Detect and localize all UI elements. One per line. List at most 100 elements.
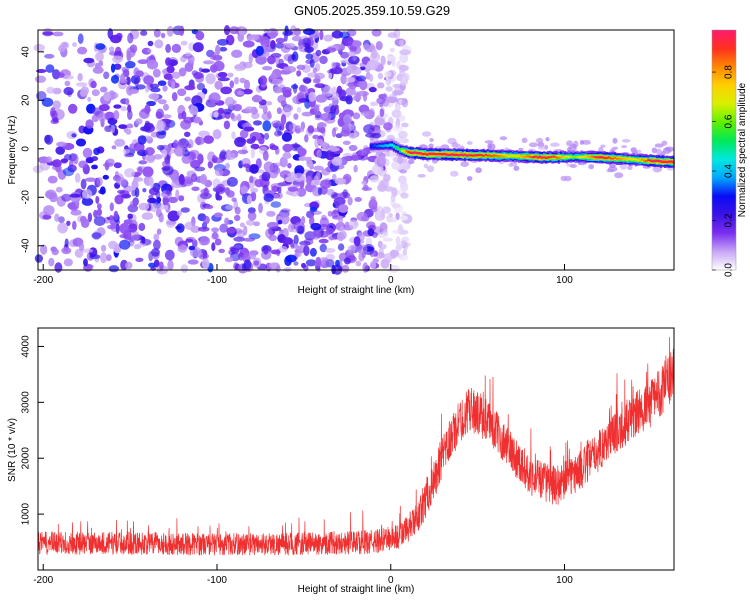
signal-track-cell [392, 145, 396, 148]
spectrogram-cell [79, 89, 88, 97]
spectrogram-cell [116, 177, 127, 186]
signal-track-cell [503, 155, 506, 158]
spectrogram-cell [582, 139, 591, 145]
signal-track-cell [449, 153, 452, 157]
signal-track-cell [576, 156, 579, 159]
signal-track-cell [492, 154, 496, 157]
spectrogram-cell [138, 160, 148, 165]
spectrogram-cell [528, 142, 539, 148]
signal-track-cell [394, 146, 398, 149]
signal-track-cell [440, 153, 444, 156]
spectrogram-cell [138, 202, 150, 211]
spectrogram-cell [296, 187, 307, 197]
spectrogram-cell [55, 146, 65, 155]
spectrogram-cell [103, 91, 111, 102]
signal-track-cell [390, 144, 394, 147]
signal-track-cell [428, 152, 431, 155]
signal-track-cell [453, 154, 456, 157]
spectrogram-cell [536, 137, 544, 144]
spectrogram-cell [214, 238, 222, 246]
signal-track-cell [584, 155, 587, 158]
spectrogram-cell [93, 147, 101, 156]
spectrogram-cell [107, 117, 118, 126]
signal-track-cell [465, 154, 469, 157]
spectrogram-cell [385, 78, 391, 86]
spectrogram-cell [163, 73, 174, 80]
spectrogram-cell [225, 187, 231, 196]
spectrogram-cell [100, 252, 108, 264]
spectrogram-cell [64, 238, 69, 248]
signal-track-cell [509, 154, 512, 157]
spectrogram-cell [166, 220, 177, 225]
signal-track-cell [568, 155, 571, 159]
spectrogram-cell [171, 174, 179, 183]
spectrogram-cell [309, 216, 315, 226]
spectrogram-cell [294, 165, 305, 176]
spectrogram-cell [62, 75, 74, 80]
spectrogram-cell [329, 145, 336, 152]
spectrogram-cell [91, 232, 102, 240]
spectrogram-cell [34, 254, 44, 263]
spectrogram-cell [382, 237, 393, 242]
signal-track-cell [372, 144, 375, 147]
spectrogram-cell [212, 129, 222, 140]
spectrogram-cell [347, 51, 357, 57]
spectrogram-cell [378, 155, 387, 165]
spectrogram-cell [146, 100, 157, 107]
spectrogram-cell [318, 238, 329, 244]
spectrogram-cell [199, 236, 210, 246]
signal-track-cell [534, 155, 537, 158]
spectrogram-cell [72, 220, 77, 230]
y-tick-label: 20 [21, 94, 32, 106]
signal-track-cell [384, 144, 387, 147]
spectrogram-cell [102, 174, 110, 180]
signal-track-cell [457, 154, 460, 157]
spectrogram-cell [275, 265, 281, 273]
spectrogram-cell [315, 171, 321, 181]
spectrogram-cell [125, 128, 132, 135]
spectrogram-cell [243, 126, 255, 132]
spectrogram-cell [61, 193, 72, 202]
spectrogram-cell [89, 254, 101, 260]
spectrogram-cell [195, 136, 202, 146]
spectrogram-cell [44, 53, 55, 59]
spectrogram-cell [180, 264, 188, 273]
spectrogram-cell [99, 186, 106, 195]
signal-track-cell [501, 155, 504, 158]
spectrogram-cell [332, 86, 337, 95]
spectrogram-cell [318, 223, 329, 231]
spectrogram-cell [392, 125, 404, 132]
spectrogram-cell [298, 85, 308, 93]
spectrogram-cell [278, 58, 284, 66]
spectrogram-x-axis-label: Height of straight line (km) [298, 285, 415, 296]
spectrogram-cell [175, 225, 182, 230]
spectrogram-cell [281, 237, 293, 245]
spectrogram-cell [144, 104, 151, 115]
spectrogram-cell [122, 148, 130, 154]
spectrogram-cell [248, 233, 261, 240]
spectrogram-cell [250, 187, 259, 193]
spectrogram-cell [111, 145, 117, 150]
spectrogram-cell [370, 206, 378, 213]
signal-track-cell [538, 155, 542, 158]
spectrogram-cell [277, 94, 287, 104]
signal-track-cell [597, 156, 600, 159]
spectrogram-cell [376, 82, 385, 89]
spectrogram-cell [399, 79, 408, 86]
spectrogram-cell [398, 254, 409, 261]
colorbar-tick-label: 0.4 [724, 164, 735, 178]
spectrogram-cell [184, 96, 191, 102]
spectrogram-cell [91, 164, 98, 170]
spectrogram-cell [103, 71, 110, 80]
spectrogram-cell [148, 262, 156, 268]
spectrogram-cell [77, 33, 84, 44]
spectrogram-cell [400, 192, 409, 199]
spectrogram-cell [190, 173, 198, 183]
spectrogram-cell [309, 179, 321, 186]
signal-track-cell [470, 154, 473, 157]
spectrogram-panel: -200 -100 0 100 40 20 0 -20 -40 Height of strai… [7, 25, 675, 296]
spectrogram-cell [320, 126, 326, 134]
spectrogram-cell [81, 189, 93, 199]
spectrogram-cell [125, 98, 130, 106]
spectrogram-cell [550, 142, 560, 147]
